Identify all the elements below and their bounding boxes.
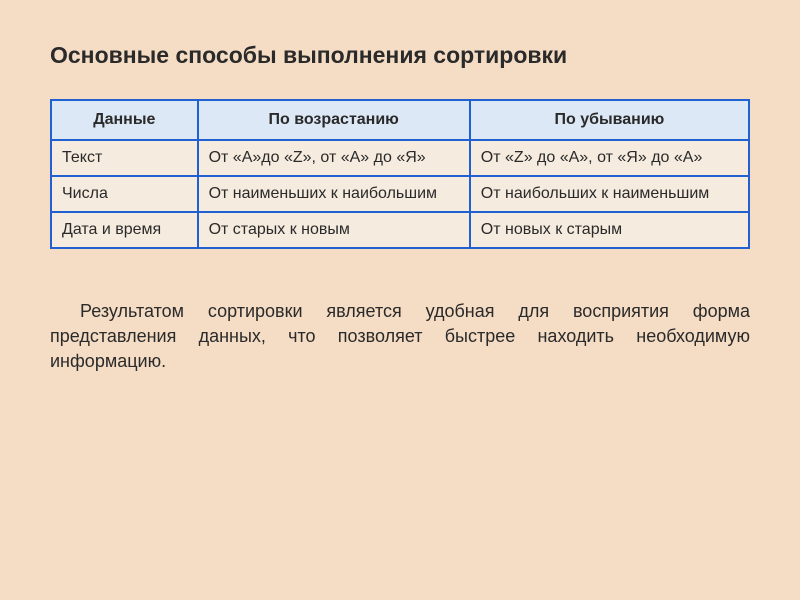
table-cell: Числа (51, 176, 198, 212)
table-header-row: Данные По возрастанию По убыванию (51, 100, 749, 140)
table-header-cell: По убыванию (470, 100, 749, 140)
table-cell: От «A»до «Z», от «А» до «Я» (198, 140, 470, 176)
table-row: Текст От «A»до «Z», от «А» до «Я» От «Z»… (51, 140, 749, 176)
summary-paragraph: Результатом сортировки является удобная … (50, 299, 750, 375)
table-header-cell: Данные (51, 100, 198, 140)
sorting-table: Данные По возрастанию По убыванию Текст … (50, 99, 750, 249)
table-cell: Текст (51, 140, 198, 176)
table-row: Числа От наименьших к наибольшим От наиб… (51, 176, 749, 212)
table-cell: От старых к новым (198, 212, 470, 248)
table-cell: От «Z» до «A», от «Я» до «А» (470, 140, 749, 176)
table-header-cell: По возрастанию (198, 100, 470, 140)
page-title: Основные способы выполнения сортировки (50, 40, 750, 71)
table-cell: Дата и время (51, 212, 198, 248)
table-cell: От наибольших к наименьшим (470, 176, 749, 212)
table-row: Дата и время От старых к новым От новых … (51, 212, 749, 248)
table-cell: От новых к старым (470, 212, 749, 248)
table-cell: От наименьших к наибольшим (198, 176, 470, 212)
